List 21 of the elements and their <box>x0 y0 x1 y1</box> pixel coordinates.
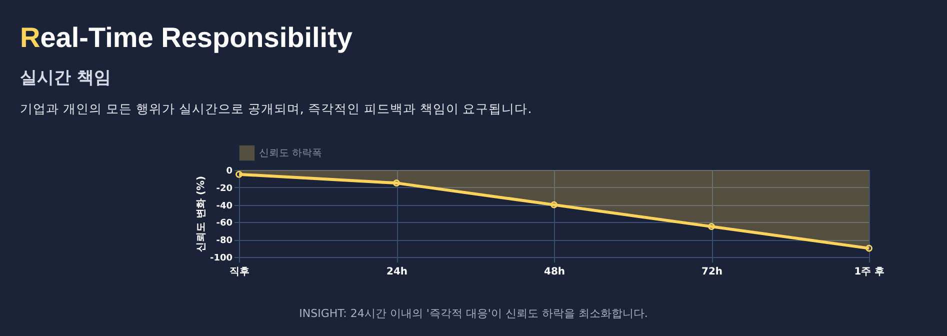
point <box>393 180 400 187</box>
x-tick-label: 48h <box>544 266 566 278</box>
text: 기업과 개인의 모든 행위가 실시간으로 공개되며, 즉각적인 피드백과 책임이 요구됩니다. <box>20 101 532 118</box>
x-tick-label: 72h <box>701 266 723 278</box>
x-tick-label: 24h <box>386 266 408 278</box>
text: INSIGHT: 24시간 이내의 '즉각적 대응'이 신뢰도 하락을 최소화합니다. <box>298 306 649 321</box>
x-tick-label: 직후 <box>230 266 250 278</box>
chart-title: Real-Time Responsibility <box>20 22 352 54</box>
y-tick-label: 0 <box>226 166 232 176</box>
x-tick-label: 1주 후 <box>854 266 885 278</box>
text: 실시간 책임 <box>20 67 111 89</box>
y-axis-title: 신뢰도 변화 (%) <box>196 176 207 252</box>
point <box>550 201 558 208</box>
y-tick-label: -60 <box>216 218 232 229</box>
point <box>866 244 872 252</box>
y-tick-label: -20 <box>216 184 232 194</box>
y-tick-label: -80 <box>216 236 232 246</box>
point <box>708 223 715 230</box>
y-tick-label: -40 <box>216 201 232 212</box>
y-tick-label: -100 <box>210 254 232 264</box>
legend-label: 신뢰도 하락폭 <box>259 148 322 159</box>
